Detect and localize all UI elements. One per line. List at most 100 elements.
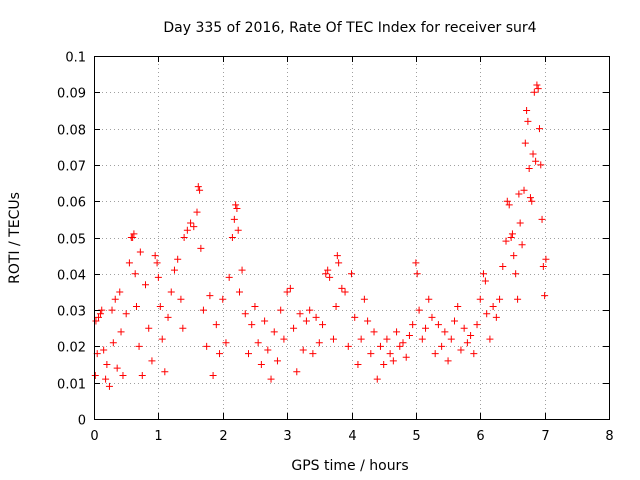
data-point [373, 375, 381, 383]
data-point [451, 317, 458, 325]
x-axis-title: GPS time / hours [291, 458, 408, 474]
y-tick-label: 0.08 [57, 124, 86, 139]
data-point [177, 295, 185, 303]
data-point [470, 350, 478, 358]
data-point [515, 190, 523, 198]
data-point [92, 317, 100, 325]
data-point [386, 350, 394, 358]
data-point [530, 88, 538, 96]
data-point [235, 288, 243, 296]
data-point [183, 226, 191, 234]
y-tick-label: 0.04 [57, 269, 86, 284]
y-tick-label: 0.06 [57, 196, 86, 211]
data-point [412, 259, 420, 267]
data-point [364, 317, 372, 325]
data-point [233, 204, 241, 212]
data-point [206, 292, 214, 300]
data-point [212, 321, 220, 329]
data-point [510, 252, 518, 260]
data-point [326, 273, 334, 281]
data-point [216, 350, 224, 358]
data-point [103, 361, 111, 369]
data-point [502, 237, 510, 245]
data-point [299, 346, 307, 354]
data-point [296, 310, 304, 318]
data-point [367, 350, 375, 358]
y-tick-label: 0.01 [57, 378, 86, 393]
x-tick-label: 8 [605, 429, 613, 444]
data-point [95, 313, 103, 321]
data-point [277, 306, 285, 314]
data-point [370, 328, 378, 336]
data-point [174, 255, 182, 263]
data-point [520, 186, 528, 194]
data-point [483, 310, 491, 318]
y-tick-label: 0.1 [65, 51, 86, 66]
data-point [348, 270, 355, 278]
data-point [415, 306, 423, 314]
data-point [486, 335, 494, 343]
data-point [238, 266, 246, 274]
data-point [399, 339, 407, 347]
grid-lines [94, 56, 609, 419]
data-point [135, 342, 143, 350]
data-point [116, 288, 124, 296]
y-axis-title: ROTI / TECUs [7, 192, 23, 284]
data-point [521, 139, 529, 147]
data-point [158, 335, 166, 343]
data-point [447, 335, 455, 343]
data-point [315, 339, 323, 347]
data-point [156, 302, 164, 310]
data-point [444, 357, 452, 365]
data-point [109, 339, 117, 347]
data-point [113, 364, 121, 372]
data-point [529, 150, 537, 158]
data-point [319, 321, 327, 329]
data-point [526, 194, 534, 202]
data-point [96, 310, 104, 318]
plot-frame [94, 56, 610, 420]
data-point [222, 339, 230, 347]
data-point [154, 273, 162, 281]
data-point [324, 266, 332, 274]
data-point [219, 295, 227, 303]
x-tick-label: 2 [219, 429, 227, 444]
data-point [499, 263, 507, 271]
data-point [518, 241, 526, 249]
data-point [129, 234, 137, 241]
data-point [503, 197, 511, 205]
x-tick-label: 4 [348, 429, 356, 444]
data-point [286, 284, 294, 292]
data-point [283, 288, 291, 296]
data-point [194, 183, 202, 191]
data-point [190, 223, 198, 231]
data-point [525, 165, 533, 173]
data-point [322, 270, 330, 278]
y-tick-label: 0.09 [57, 87, 86, 102]
data-point [524, 117, 532, 125]
data-point [131, 270, 139, 278]
data-point [245, 350, 252, 358]
data-points [91, 81, 550, 390]
data-point [306, 306, 314, 314]
x-tick-label: 6 [476, 429, 484, 444]
data-point [232, 201, 240, 209]
data-point [460, 324, 468, 332]
data-point [476, 295, 484, 303]
data-point [542, 255, 550, 263]
axis-ticks: 0 0.01 0.02 0.03 0.04 0.05 0.06 0.07 0.08 0.09 0.1… [57, 51, 614, 445]
data-point [105, 382, 113, 390]
data-point [332, 302, 340, 310]
data-point [234, 226, 242, 234]
data-point [533, 81, 541, 89]
data-point [329, 335, 337, 343]
data-point [418, 335, 426, 343]
data-point [338, 284, 346, 292]
data-point [161, 368, 169, 376]
data-point [402, 353, 410, 361]
data-point [248, 321, 256, 329]
data-point [431, 350, 439, 358]
data-point [199, 306, 207, 314]
data-point [302, 317, 310, 325]
